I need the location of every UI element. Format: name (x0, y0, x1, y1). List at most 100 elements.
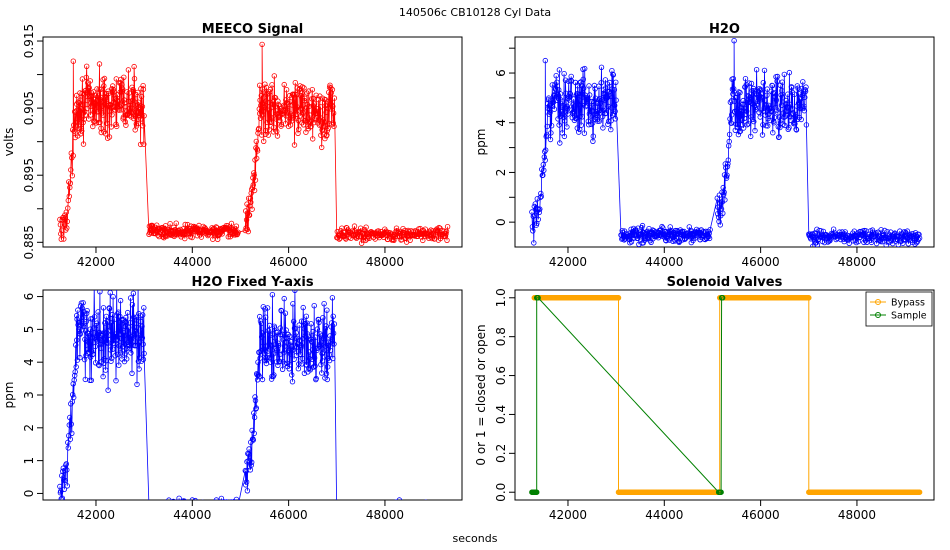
data-point (255, 372, 262, 378)
x-tick-label: 42000 (77, 508, 115, 522)
data-point (535, 216, 541, 223)
data-point (227, 231, 233, 238)
x-tick-label: 46000 (742, 508, 780, 522)
data-point (101, 356, 107, 362)
data-point (136, 340, 143, 346)
data-point (129, 97, 136, 103)
data-point (335, 518, 340, 523)
data-point (433, 507, 438, 512)
data-point (66, 193, 72, 199)
data-point (104, 319, 111, 325)
data-point (355, 514, 360, 519)
data-point (59, 227, 65, 233)
data-point (122, 118, 128, 125)
data-point (767, 105, 774, 112)
data-point (112, 107, 118, 113)
data-point (795, 85, 801, 91)
data-point (285, 108, 291, 114)
data-point (293, 330, 299, 336)
data-point (93, 322, 99, 329)
data-point (410, 504, 415, 509)
legend-marker (875, 299, 881, 305)
data-point (270, 351, 277, 357)
data-point (219, 504, 224, 509)
data-point (211, 510, 216, 515)
data-point (611, 101, 617, 108)
data-point (577, 103, 584, 109)
data-point (149, 510, 154, 515)
data-point (286, 118, 292, 124)
data-point (261, 138, 267, 144)
data-point (157, 506, 162, 511)
data-point (576, 129, 582, 135)
data-point (441, 516, 446, 521)
data-point (772, 90, 778, 96)
data-point (77, 97, 83, 103)
data-point (540, 161, 546, 168)
data-point (262, 314, 269, 320)
data-point (247, 195, 254, 202)
data-point (266, 127, 272, 133)
data-point (71, 372, 78, 379)
data-point (132, 113, 139, 120)
data-point (327, 333, 333, 339)
data-point (257, 318, 264, 324)
data-point (418, 504, 423, 509)
data-point (251, 187, 258, 194)
data-point (771, 114, 778, 121)
data-point (307, 112, 313, 118)
data-point (287, 333, 293, 339)
data-point (189, 234, 195, 241)
data-point (150, 511, 155, 516)
data-point (320, 349, 326, 355)
data-point (298, 90, 305, 96)
data-point (272, 341, 279, 347)
data-point (378, 501, 383, 506)
data-point (164, 514, 169, 519)
data-point (121, 74, 127, 80)
data-point (444, 223, 451, 230)
data-point (291, 325, 298, 331)
data-point (83, 89, 89, 96)
data-point (224, 504, 229, 509)
data-point (723, 175, 730, 181)
data-point (296, 322, 302, 328)
data-point (229, 512, 234, 517)
data-point (328, 320, 335, 326)
data-point (271, 124, 277, 130)
data-point (255, 359, 261, 365)
data-point (221, 499, 226, 500)
data-point (358, 240, 365, 246)
data-point (165, 511, 170, 516)
data-point (217, 511, 222, 516)
data-point (182, 221, 188, 228)
data-point (757, 87, 763, 94)
data-point (721, 191, 727, 198)
data-point (109, 83, 116, 89)
data-point (549, 103, 556, 109)
data-point (331, 123, 337, 130)
data-point (750, 85, 757, 92)
data-point (312, 363, 318, 369)
data-point (167, 506, 172, 511)
data-point (111, 316, 118, 322)
data-point (577, 113, 583, 120)
data-point (66, 179, 72, 185)
data-point (391, 503, 396, 508)
data-point (328, 90, 334, 96)
data-point (298, 93, 304, 99)
data-point (257, 115, 264, 121)
data-point (345, 505, 350, 510)
data-point (536, 209, 542, 215)
data-point (430, 518, 435, 523)
data-point (803, 84, 809, 90)
data-point (730, 75, 736, 82)
data-point (251, 172, 257, 178)
data-point (257, 374, 263, 380)
data-point (411, 516, 416, 521)
data-point (78, 128, 85, 134)
data-point (543, 147, 549, 153)
data-point (363, 224, 369, 230)
data-point (116, 362, 122, 368)
data-point (242, 482, 249, 488)
